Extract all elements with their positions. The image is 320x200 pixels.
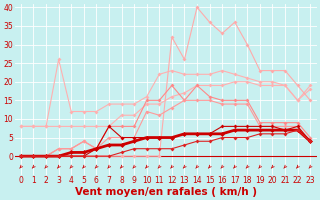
X-axis label: Vent moyen/en rafales ( km/h ): Vent moyen/en rafales ( km/h ): [75, 187, 257, 197]
